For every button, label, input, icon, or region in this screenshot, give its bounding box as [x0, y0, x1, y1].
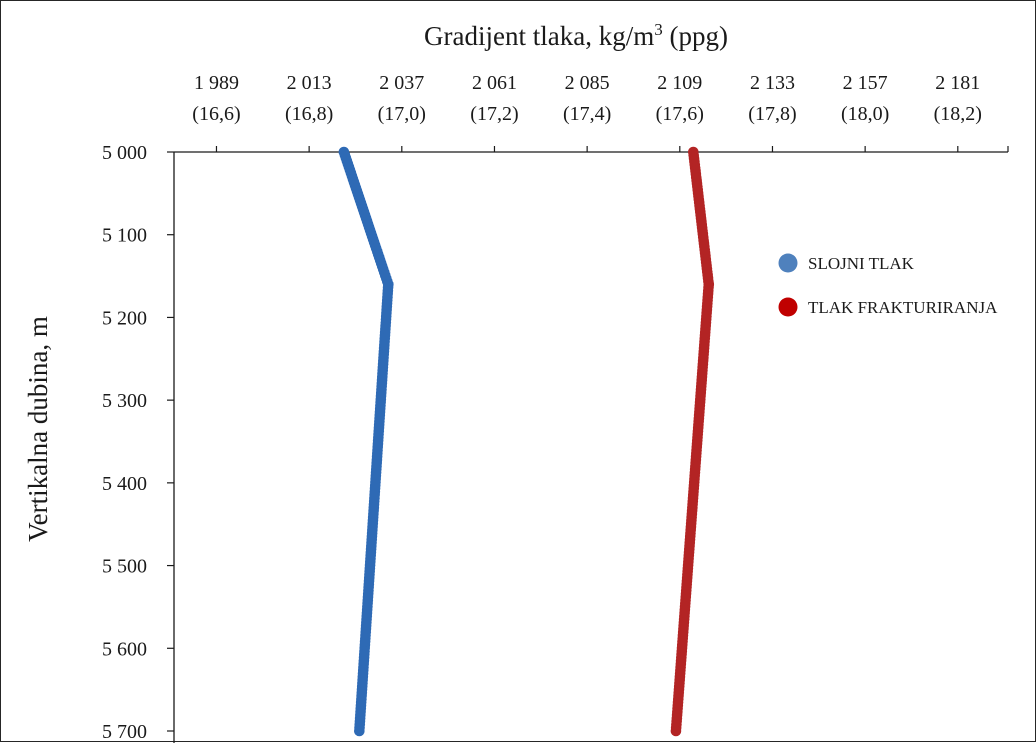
- legend-marker: [778, 297, 798, 317]
- x-tick-sublabel: (16,6): [192, 103, 240, 125]
- x-tick-sublabel: (16,8): [285, 103, 333, 125]
- y-tick-label: 5 200: [102, 307, 147, 329]
- x-tick-sublabel: (18,2): [934, 103, 982, 125]
- y-tick-label: 5 600: [102, 638, 147, 660]
- x-tick-label: 1 989: [194, 72, 239, 94]
- x-tick-sublabel: (17,6): [656, 103, 704, 125]
- series-slojni-tlak: [338, 146, 394, 737]
- x-tick-label: 2 157: [843, 72, 888, 94]
- x-tick-sublabel: (17,0): [378, 103, 426, 125]
- y-axis-label: Vertikalna dubina, m: [23, 316, 53, 542]
- x-tick-label: 2 085: [565, 72, 610, 94]
- chart-title-suffix: (ppg): [663, 21, 728, 51]
- x-tick-label: 2 133: [750, 72, 795, 94]
- y-tick-label: 5 400: [102, 473, 147, 495]
- series-layer: [338, 146, 715, 737]
- y-tick-label: 5 100: [102, 225, 147, 247]
- legend-marker: [778, 253, 798, 273]
- data-point: [670, 725, 682, 737]
- x-tick-sublabel: (17,4): [563, 103, 611, 125]
- y-tick-label: 5 500: [102, 556, 147, 578]
- legend-label: TLAK FRAKTURIRANJA: [808, 298, 998, 317]
- x-tick-label: 2 037: [379, 72, 424, 94]
- legend-label: SLOJNI TLAK: [808, 254, 915, 273]
- x-tick-label: 2 013: [287, 72, 332, 94]
- legend: SLOJNI TLAK TLAK FRAKTURIRANJA: [778, 253, 998, 317]
- chart-title-main: Gradijent tlaka, kg/m: [424, 21, 654, 51]
- x-tick-sublabel: (18,0): [841, 103, 889, 125]
- axes: 1 989 (16,6) 2 013 (16,8) 2 037 (17,0) 2 061 (1…: [102, 72, 1009, 743]
- chart-title-superscript: 3: [654, 20, 663, 39]
- x-tick-label: 2 109: [657, 72, 702, 94]
- x-tick-label: 2 061: [472, 72, 517, 94]
- chart-title: Gradijent tlaka, kg/m3 (ppg): [424, 20, 728, 51]
- y-tick-label: 5 000: [102, 142, 147, 164]
- y-tick-label: 5 700: [102, 721, 147, 743]
- series-tlak-frakturiranja: [670, 146, 715, 737]
- x-tick-sublabel: (17,2): [470, 103, 518, 125]
- y-tick-label: 5 300: [102, 390, 147, 412]
- data-point: [354, 725, 365, 737]
- x-tick-label: 2 181: [935, 72, 980, 94]
- x-tick-sublabel: (17,8): [748, 103, 796, 125]
